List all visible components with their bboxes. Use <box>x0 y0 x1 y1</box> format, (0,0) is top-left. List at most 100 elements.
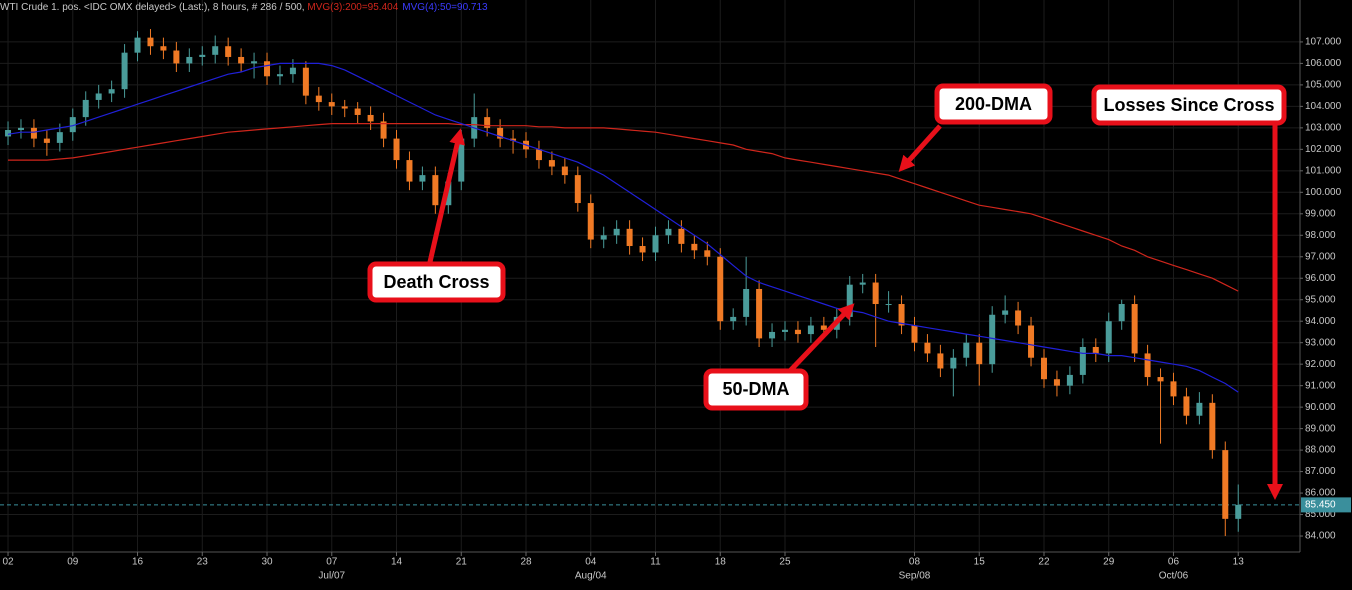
x-tick-label: 16 <box>132 557 144 568</box>
candle-body <box>69 117 76 133</box>
candle-body <box>548 160 555 167</box>
y-tick-label: 97.000 <box>1305 251 1336 262</box>
candle-body <box>769 331 776 339</box>
candle-body <box>341 106 348 109</box>
candle-body <box>134 37 141 53</box>
candle-body <box>691 243 698 251</box>
candle-body <box>937 353 944 369</box>
y-tick-label: 88.000 <box>1305 445 1336 456</box>
annotation-text: 200-DMA <box>955 94 1032 114</box>
x-tick-label: 23 <box>197 557 209 568</box>
x-tick-label: 15 <box>974 557 986 568</box>
candle-body <box>872 282 879 305</box>
x-tick-label: 09 <box>67 557 79 568</box>
candle-body <box>393 138 400 161</box>
candle-body <box>976 342 983 365</box>
x-tick-label: 21 <box>456 557 468 568</box>
candle-body <box>43 138 50 143</box>
annotation-arrow <box>427 128 466 263</box>
candle-body <box>108 89 115 94</box>
candle-body <box>1079 346 1086 375</box>
candle-body <box>794 329 801 335</box>
candle-body <box>56 132 63 143</box>
candle-body <box>561 166 568 176</box>
y-tick-label: 95.000 <box>1305 294 1336 305</box>
candle-body <box>173 50 180 64</box>
candle-body <box>1209 402 1216 451</box>
moving-average-line <box>7 62 1239 393</box>
candle-body <box>924 342 931 354</box>
candle-body <box>121 52 128 90</box>
y-tick-label: 90.000 <box>1305 402 1336 413</box>
annotation-text: Losses Since Cross <box>1103 95 1274 115</box>
y-tick-label: 107.000 <box>1305 37 1342 48</box>
y-tick-label: 86.000 <box>1305 488 1336 499</box>
y-tick-label: 96.000 <box>1305 273 1336 284</box>
annotation-text: Death Cross <box>383 272 489 292</box>
x-tick-label: 25 <box>779 557 791 568</box>
candle-body <box>238 56 245 64</box>
candle-body <box>212 46 219 55</box>
candle-body <box>587 203 594 240</box>
y-tick-label: 106.000 <box>1305 58 1342 69</box>
candle-body <box>276 74 283 77</box>
candle-body <box>730 316 737 322</box>
candle-body <box>781 329 788 332</box>
y-tick-label: 91.000 <box>1305 380 1336 391</box>
annotation-box <box>703 368 809 411</box>
x-tick-label: 07 <box>326 557 338 568</box>
y-tick-label: 85.000 <box>1305 509 1336 520</box>
month-label: Jul/07 <box>318 571 345 582</box>
x-tick-label: 29 <box>1103 557 1115 568</box>
candle-body <box>963 342 970 358</box>
y-tick-label: 84.000 <box>1305 531 1336 542</box>
candle-body <box>639 246 646 253</box>
ma50-label: MVG(4):50=90.713 <box>402 2 488 13</box>
candle-body <box>458 138 465 182</box>
month-label: Oct/06 <box>1159 571 1189 582</box>
y-tick-label: 99.000 <box>1305 208 1336 219</box>
candle-body <box>1053 379 1060 386</box>
candle-body <box>1222 450 1229 519</box>
candle-body <box>574 175 581 204</box>
y-tick-label: 98.000 <box>1305 230 1336 241</box>
candle-body <box>1040 357 1047 380</box>
annotation-box <box>934 83 1053 125</box>
candle-body <box>5 130 12 137</box>
candle-body <box>1105 321 1112 354</box>
chart-header: WTI Crude 1. pos. <IDC OMX delayed> (Las… <box>0 2 488 13</box>
x-tick-label: 06 <box>1168 557 1180 568</box>
ma200-label: MVG(3):200=95.404 <box>307 2 398 13</box>
candle-body <box>652 235 659 253</box>
candle-body <box>354 108 361 115</box>
x-tick-label: 02 <box>2 557 14 568</box>
month-label: Aug/04 <box>575 571 607 582</box>
candle-body <box>328 102 335 107</box>
candle-body <box>147 37 154 47</box>
candle-body <box>406 160 413 182</box>
last-price-label: 85.450 <box>1305 500 1336 511</box>
candle-body <box>380 121 387 139</box>
annotation-text: 50-DMA <box>722 379 789 399</box>
annotation-arrow <box>898 124 942 172</box>
x-tick-label: 28 <box>520 557 532 568</box>
y-tick-label: 104.000 <box>1305 101 1342 112</box>
candle-body <box>1002 310 1009 315</box>
annotations: Death Cross 200-DMA 50-DMA Losses Since … <box>367 83 1287 501</box>
candle-body <box>1118 304 1125 322</box>
x-tick-label: 18 <box>715 557 727 568</box>
y-tick-label: 89.000 <box>1305 423 1336 434</box>
candle-body <box>613 228 620 236</box>
last-price-box <box>1301 497 1351 513</box>
header-title: WTI Crude 1. pos. <IDC OMX delayed> (Las… <box>0 2 307 13</box>
candle-body <box>678 228 685 244</box>
y-tick-label: 93.000 <box>1305 337 1336 348</box>
candle-body <box>1131 304 1138 354</box>
candle-body <box>484 117 491 128</box>
month-label: Sep/08 <box>899 571 931 582</box>
candle-body <box>17 127 24 131</box>
candle-body <box>859 282 866 285</box>
candle-body <box>1092 346 1099 354</box>
candle-body <box>756 288 763 339</box>
